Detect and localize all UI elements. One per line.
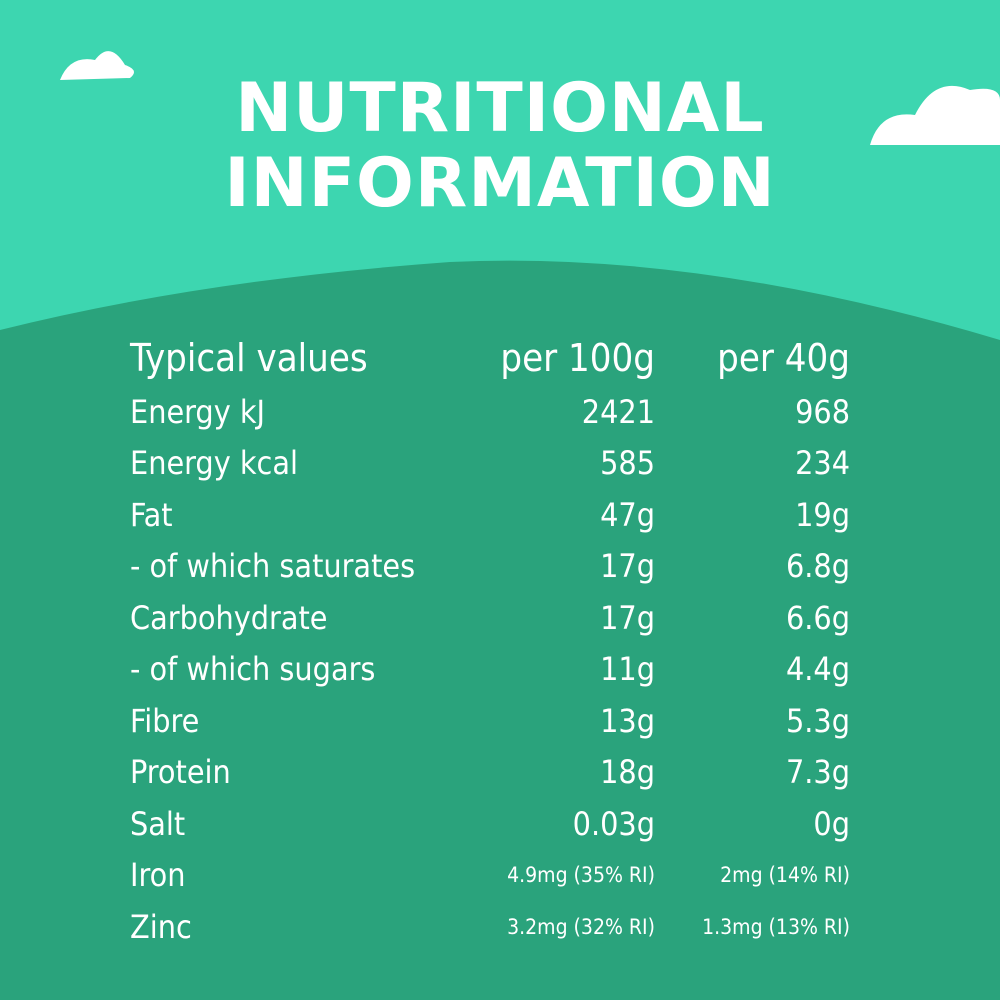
header-cell: per 100g: [500, 336, 655, 380]
nutrient-value: 0g: [813, 804, 850, 843]
nutrient-value: 968: [795, 392, 850, 431]
nutrient-value: 2421: [581, 392, 655, 431]
nutrient-value: 13g: [600, 701, 655, 740]
nutrient-name: Fat: [130, 495, 173, 534]
hill: [0, 260, 1000, 1000]
nutrient-value: 17g: [600, 598, 655, 637]
nutrient-value: 47g: [600, 495, 655, 534]
nutrient-value: 5.3g: [785, 701, 850, 740]
table-row: Iron 4.9mg (35% RI) 2mg (14% RI): [130, 850, 850, 902]
nutrient-name: Protein: [130, 753, 231, 792]
nutrient-value: 18g: [600, 753, 655, 792]
nutrient-value: 6.8g: [785, 547, 850, 586]
nutrition-table: Typical values per 100g per 40g Energy k…: [130, 330, 850, 953]
table-row: - of which sugars 11g 4.4g: [130, 644, 850, 696]
nutrient-value: 6.6g: [785, 598, 850, 637]
header-cell: per 40g: [717, 336, 850, 380]
title: INFORMATION: [224, 144, 776, 223]
nutrient-name: Fibre: [130, 701, 200, 740]
table-row: Zinc 3.2mg (32% RI) 1.3mg (13% RI): [130, 901, 850, 953]
table-row: - of which saturates 17g 6.8g: [130, 541, 850, 593]
nutrient-name: - of which sugars: [130, 650, 376, 689]
table-row: Salt 0.03g 0g: [130, 798, 850, 850]
nutrient-value: 0.03g: [572, 804, 655, 843]
header-cell: Typical values: [130, 336, 368, 380]
table-row: Carbohydrate 17g 6.6g: [130, 592, 850, 644]
nutrient-value: 3.2mg (32% RI): [507, 914, 655, 939]
nutrient-value: 7.3g: [785, 753, 850, 792]
nutrient-value: 585: [600, 444, 655, 483]
cloud: [60, 51, 134, 80]
table-row: Fat 47g 19g: [130, 489, 850, 541]
nutrient-name: Energy kJ: [130, 392, 266, 431]
nutrient-name: Iron: [130, 856, 186, 895]
nutrient-name: Zinc: [130, 907, 192, 946]
nutrient-value: 1.3mg (13% RI): [702, 914, 850, 939]
table-row: Energy kJ 2421 968: [130, 386, 850, 438]
table-row: Fibre 13g 5.3g: [130, 695, 850, 747]
nutrient-name: Carbohydrate: [130, 598, 328, 637]
cloud: [870, 85, 1000, 145]
nutrient-value: 234: [795, 444, 850, 483]
header-row: Typical values per 100g per 40g: [130, 330, 850, 386]
nutrient-value: 4.9mg (35% RI): [507, 863, 655, 888]
nutrient-value: 4.4g: [785, 650, 850, 689]
nutrient-value: 17g: [600, 547, 655, 586]
nutrient-name: Salt: [130, 804, 186, 843]
table-row: Energy kcal 585 234: [130, 438, 850, 490]
table-row: Protein 18g 7.3g: [130, 747, 850, 799]
nutrient-value: 2mg (14% RI): [720, 863, 850, 888]
nutrient-name: - of which saturates: [130, 547, 416, 586]
nutrient-value: 19g: [795, 495, 850, 534]
nutrient-value: 11g: [600, 650, 655, 689]
nutrient-name: Energy kcal: [130, 444, 299, 483]
title: NUTRITIONAL: [235, 69, 765, 148]
